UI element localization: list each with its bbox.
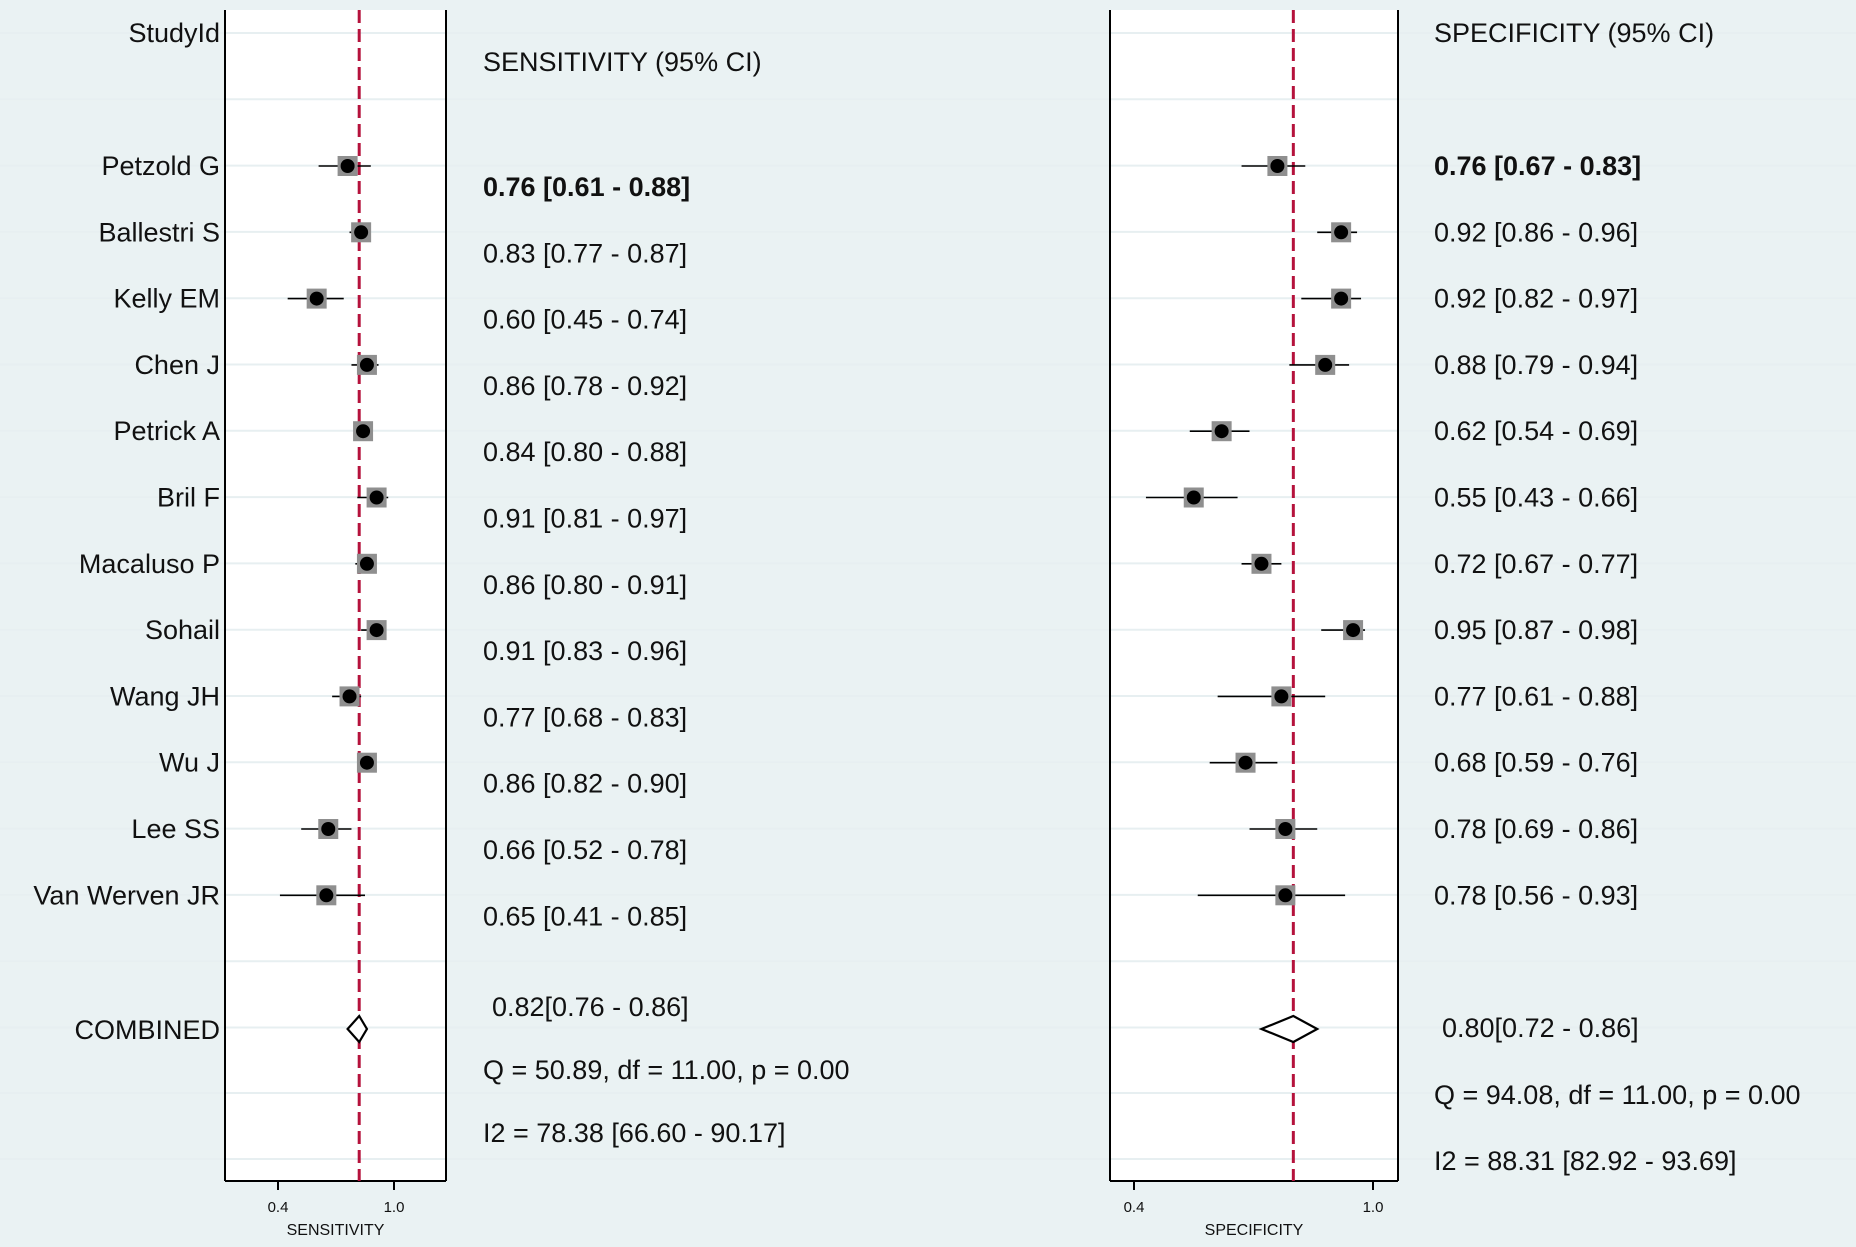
sensitivity-x-axis-title: SENSITIVITY bbox=[287, 1222, 385, 1239]
study-label: Petrick A bbox=[113, 416, 220, 446]
plot-area-specificity bbox=[1110, 10, 1398, 1181]
specificity-tick-label: 1.0 bbox=[1363, 1199, 1384, 1216]
sensitivity-estimate-label: 0.86 [0.78 - 0.92] bbox=[483, 371, 687, 401]
specificity-point bbox=[1346, 623, 1361, 638]
study-label: Van Werven JR bbox=[33, 880, 220, 910]
sensitivity-point bbox=[342, 689, 357, 704]
specificity-estimate-label: 0.55 [0.43 - 0.66] bbox=[1434, 483, 1638, 513]
sensitivity-point bbox=[354, 225, 369, 240]
specificity-estimate-label: 0.78 [0.56 - 0.93] bbox=[1434, 880, 1638, 910]
study-label: Petzold G bbox=[101, 151, 220, 181]
specificity-x-axis-title: SPECIFICITY bbox=[1205, 1222, 1304, 1239]
sensitivity-point bbox=[319, 888, 334, 903]
specificity-estimate-label: 0.72 [0.67 - 0.77] bbox=[1434, 549, 1638, 579]
sensitivity-estimate-label: 0.66 [0.52 - 0.78] bbox=[483, 835, 687, 865]
specificity-estimate-label: 0.92 [0.82 - 0.97] bbox=[1434, 284, 1638, 314]
specificity-estimate-label: 0.76 [0.67 - 0.83] bbox=[1434, 151, 1641, 181]
sensitivity-estimate-label: 0.60 [0.45 - 0.74] bbox=[483, 305, 687, 335]
specificity-point bbox=[1214, 424, 1229, 439]
specificity-point bbox=[1318, 357, 1333, 372]
study-label: Wang JH bbox=[110, 681, 220, 711]
combined-label: COMBINED bbox=[74, 1015, 220, 1045]
study-id-header: StudyId bbox=[128, 18, 220, 48]
sensitivity-estimate-label: 0.91 [0.83 - 0.96] bbox=[483, 636, 687, 666]
specificity-i2: I2 = 88.31 [82.92 - 93.69] bbox=[1434, 1146, 1736, 1176]
specificity-point bbox=[1278, 822, 1293, 836]
sensitivity-i2: I2 = 78.38 [66.60 - 90.17] bbox=[483, 1118, 785, 1148]
sensitivity-estimate-label: 0.77 [0.68 - 0.83] bbox=[483, 702, 687, 732]
sensitivity-point bbox=[340, 159, 355, 173]
sensitivity-column-header: SENSITIVITY (95% CI) bbox=[483, 47, 762, 77]
specificity-estimate-label: 0.78 [0.69 - 0.86] bbox=[1434, 814, 1638, 844]
sensitivity-estimate-label: 0.83 [0.77 - 0.87] bbox=[483, 238, 687, 268]
specificity-combined-label: 0.80[0.72 - 0.86] bbox=[1442, 1013, 1639, 1043]
sensitivity-point bbox=[359, 357, 374, 372]
sensitivity-tick-label: 0.4 bbox=[268, 1199, 289, 1216]
study-label: Lee SS bbox=[131, 814, 220, 844]
sensitivity-heterogeneity: Q = 50.89, df = 11.00, p = 0.00 bbox=[483, 1055, 850, 1085]
specificity-combined-diamond bbox=[1258, 1014, 1320, 1044]
specificity-estimate-label: 0.77 [0.61 - 0.88] bbox=[1434, 681, 1638, 711]
sensitivity-estimate-label: 0.84 [0.80 - 0.88] bbox=[483, 437, 687, 467]
sensitivity-point bbox=[359, 755, 374, 770]
specificity-point bbox=[1254, 556, 1269, 571]
sensitivity-point bbox=[369, 490, 384, 505]
study-label: Chen J bbox=[134, 350, 220, 380]
sensitivity-combined-diamond bbox=[346, 1014, 369, 1044]
sensitivity-estimate-label: 0.86 [0.80 - 0.91] bbox=[483, 570, 687, 600]
study-label: Sohail bbox=[145, 615, 220, 645]
sensitivity-combined-label: 0.82[0.76 - 0.86] bbox=[492, 992, 689, 1022]
study-label: Wu J bbox=[159, 748, 220, 778]
sensitivity-estimate-label: 0.86 [0.82 - 0.90] bbox=[483, 769, 687, 799]
specificity-point bbox=[1238, 755, 1253, 770]
specificity-estimate-label: 0.62 [0.54 - 0.69] bbox=[1434, 416, 1638, 446]
specificity-point bbox=[1334, 291, 1349, 306]
sensitivity-point bbox=[309, 291, 324, 306]
specificity-estimate-label: 0.95 [0.87 - 0.98] bbox=[1434, 615, 1638, 645]
sensitivity-point bbox=[369, 623, 384, 638]
specificity-estimate-label: 0.88 [0.79 - 0.94] bbox=[1434, 350, 1638, 380]
specificity-point bbox=[1278, 888, 1293, 903]
sensitivity-estimate-label: 0.91 [0.81 - 0.97] bbox=[483, 504, 687, 534]
specificity-estimate-label: 0.68 [0.59 - 0.76] bbox=[1434, 748, 1638, 778]
sensitivity-point bbox=[359, 556, 374, 571]
specificity-point bbox=[1274, 689, 1289, 704]
study-label: Bril F bbox=[157, 483, 220, 513]
sensitivity-tick-label: 1.0 bbox=[384, 1199, 405, 1216]
sensitivity-point bbox=[356, 424, 371, 439]
specificity-column-header: SPECIFICITY (95% CI) bbox=[1434, 18, 1714, 48]
sensitivity-estimate-label: 0.76 [0.61 - 0.88] bbox=[483, 172, 690, 202]
specificity-point bbox=[1334, 225, 1349, 240]
specificity-point bbox=[1270, 159, 1285, 173]
specificity-estimate-label: 0.92 [0.86 - 0.96] bbox=[1434, 217, 1638, 247]
sensitivity-point bbox=[321, 822, 336, 836]
specificity-point bbox=[1186, 490, 1201, 505]
study-label: Macaluso P bbox=[79, 549, 220, 579]
sensitivity-estimate-label: 0.65 [0.41 - 0.85] bbox=[483, 901, 687, 931]
study-label: Kelly EM bbox=[113, 284, 220, 314]
study-label: Ballestri S bbox=[98, 217, 220, 247]
specificity-heterogeneity: Q = 94.08, df = 11.00, p = 0.00 bbox=[1434, 1080, 1801, 1110]
specificity-tick-label: 0.4 bbox=[1124, 1199, 1145, 1216]
plot-area-sensitivity bbox=[225, 10, 446, 1181]
